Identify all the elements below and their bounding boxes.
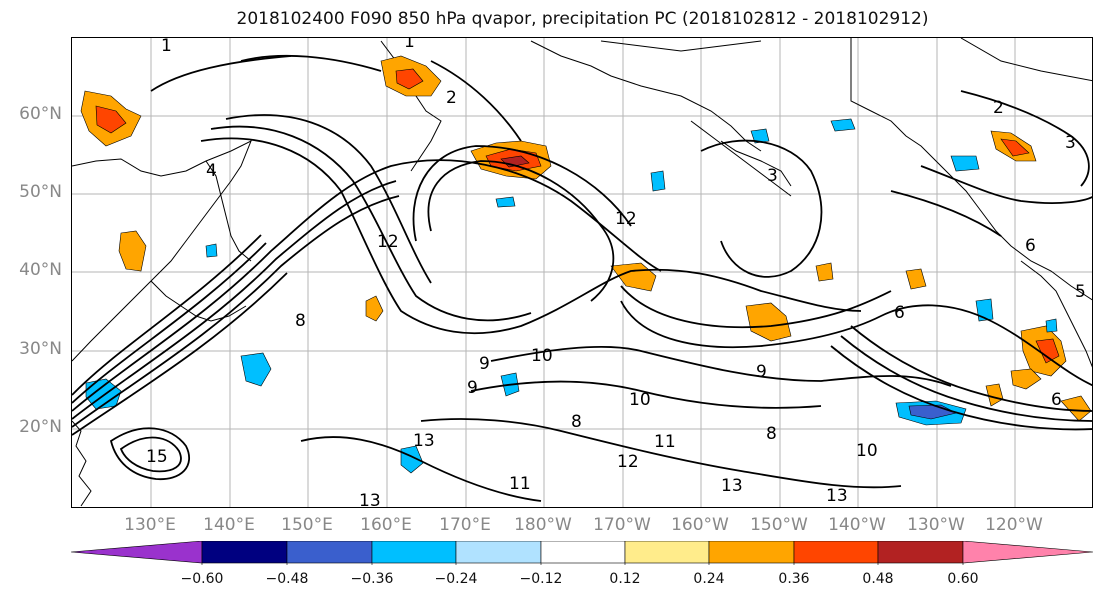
contour-label: 9: [756, 362, 767, 382]
contour-label: 6: [1025, 236, 1036, 256]
contour-label: 12: [615, 209, 637, 229]
contour-label: 6: [1051, 390, 1062, 410]
colorbar-tick-label: −0.60: [180, 571, 224, 587]
colorbar-tick-label: −0.12: [519, 571, 563, 587]
lon-label-170e: 170°E: [439, 515, 491, 535]
lon-label-150e: 150°E: [281, 515, 333, 535]
colorbar-cell: [540, 541, 626, 564]
colorbar-cell: [793, 541, 879, 564]
colorbar: [71, 541, 1094, 565]
lon-label-130e: 130°E: [124, 515, 176, 535]
lon-label-140w: 140°W: [828, 515, 886, 535]
contour-label: 3: [1065, 133, 1076, 153]
contour-label: 1: [404, 38, 415, 52]
lon-label-130w: 130°W: [907, 515, 965, 535]
precip-positive: [80, 55, 1092, 422]
lat-label-50n: 50°N: [19, 182, 62, 202]
contour-labels: 1 1 2 2 3 4 3 6 5 12 12 6 9 9 10 10 8 8 …: [146, 38, 1086, 508]
colorbar-tick-label: 0.60: [947, 571, 979, 587]
contour-label: 8: [766, 424, 777, 444]
contour-label: 9: [467, 378, 478, 398]
contour-label: 9: [479, 354, 490, 374]
contour-label: 2: [993, 98, 1004, 118]
contour-label: 8: [295, 311, 306, 331]
contour-label: 15: [146, 447, 168, 467]
contour-label: 12: [377, 232, 399, 252]
lat-label-40n: 40°N: [19, 260, 62, 280]
lon-label-160w: 160°W: [671, 515, 729, 535]
qvapor-contours: [72, 54, 1092, 502]
contour-label: 8: [571, 412, 582, 432]
lon-label-180w: 180°W: [514, 515, 572, 535]
colorbar-tick-label: 0.48: [862, 571, 894, 587]
coastlines: [72, 38, 1092, 507]
colorbar-tick-label: 0.36: [778, 571, 810, 587]
colorbar-cell: [624, 541, 710, 564]
contour-label: 11: [654, 432, 676, 452]
lon-label-160e: 160°E: [360, 515, 412, 535]
contour-label: 10: [629, 390, 651, 410]
lon-label-140e: 140°E: [203, 515, 255, 535]
lon-label-150w: 150°W: [750, 515, 808, 535]
colorbar-cell: [877, 541, 964, 564]
contour-label: 12: [617, 452, 639, 472]
contour-label: 13: [359, 491, 381, 508]
colorbar-cell: [201, 541, 288, 564]
lat-label-60n: 60°N: [19, 104, 62, 124]
colorbar-cell: [371, 541, 457, 564]
contour-label: 6: [894, 303, 905, 323]
colorbar-cell: [708, 541, 795, 564]
contour-label: 11: [509, 474, 531, 494]
contour-label: 13: [826, 486, 848, 506]
gridlines: [72, 38, 1092, 507]
lat-label-30n: 30°N: [19, 339, 62, 359]
colorbar-cell: [71, 541, 203, 564]
colorbar-tick-label: 0.24: [693, 571, 725, 587]
colorbar-tick-label: −0.24: [434, 571, 478, 587]
map-title: 2018102400 F090 850 hPa qvapor, precipit…: [236, 9, 929, 29]
contour-label: 3: [767, 166, 778, 186]
contour-label: 2: [446, 88, 457, 108]
colorbar-tick-label: −0.48: [265, 571, 309, 587]
lat-label-20n: 20°N: [19, 417, 62, 437]
contour-label: 1: [161, 38, 172, 56]
contour-label: 5: [1075, 282, 1086, 302]
colorbar-cell: [286, 541, 373, 564]
colorbar-cell: [455, 541, 542, 564]
colorbar-tick-label: 0.12: [609, 571, 641, 587]
contour-label: 13: [413, 431, 435, 451]
colorbar-tick-label: −0.36: [350, 571, 394, 587]
lon-label-170w: 170°W: [593, 515, 651, 535]
contour-label: 10: [531, 346, 553, 366]
contour-label: 10: [856, 441, 878, 461]
colorbar-cell: [962, 541, 1094, 564]
map-panel: 1 1 2 2 3 4 3 6 5 12 12 6 9 9 10 10 8 8 …: [71, 37, 1093, 508]
lon-label-120w: 120°W: [985, 515, 1043, 535]
contour-label: 13: [721, 476, 743, 496]
contour-label: 4: [206, 161, 217, 181]
